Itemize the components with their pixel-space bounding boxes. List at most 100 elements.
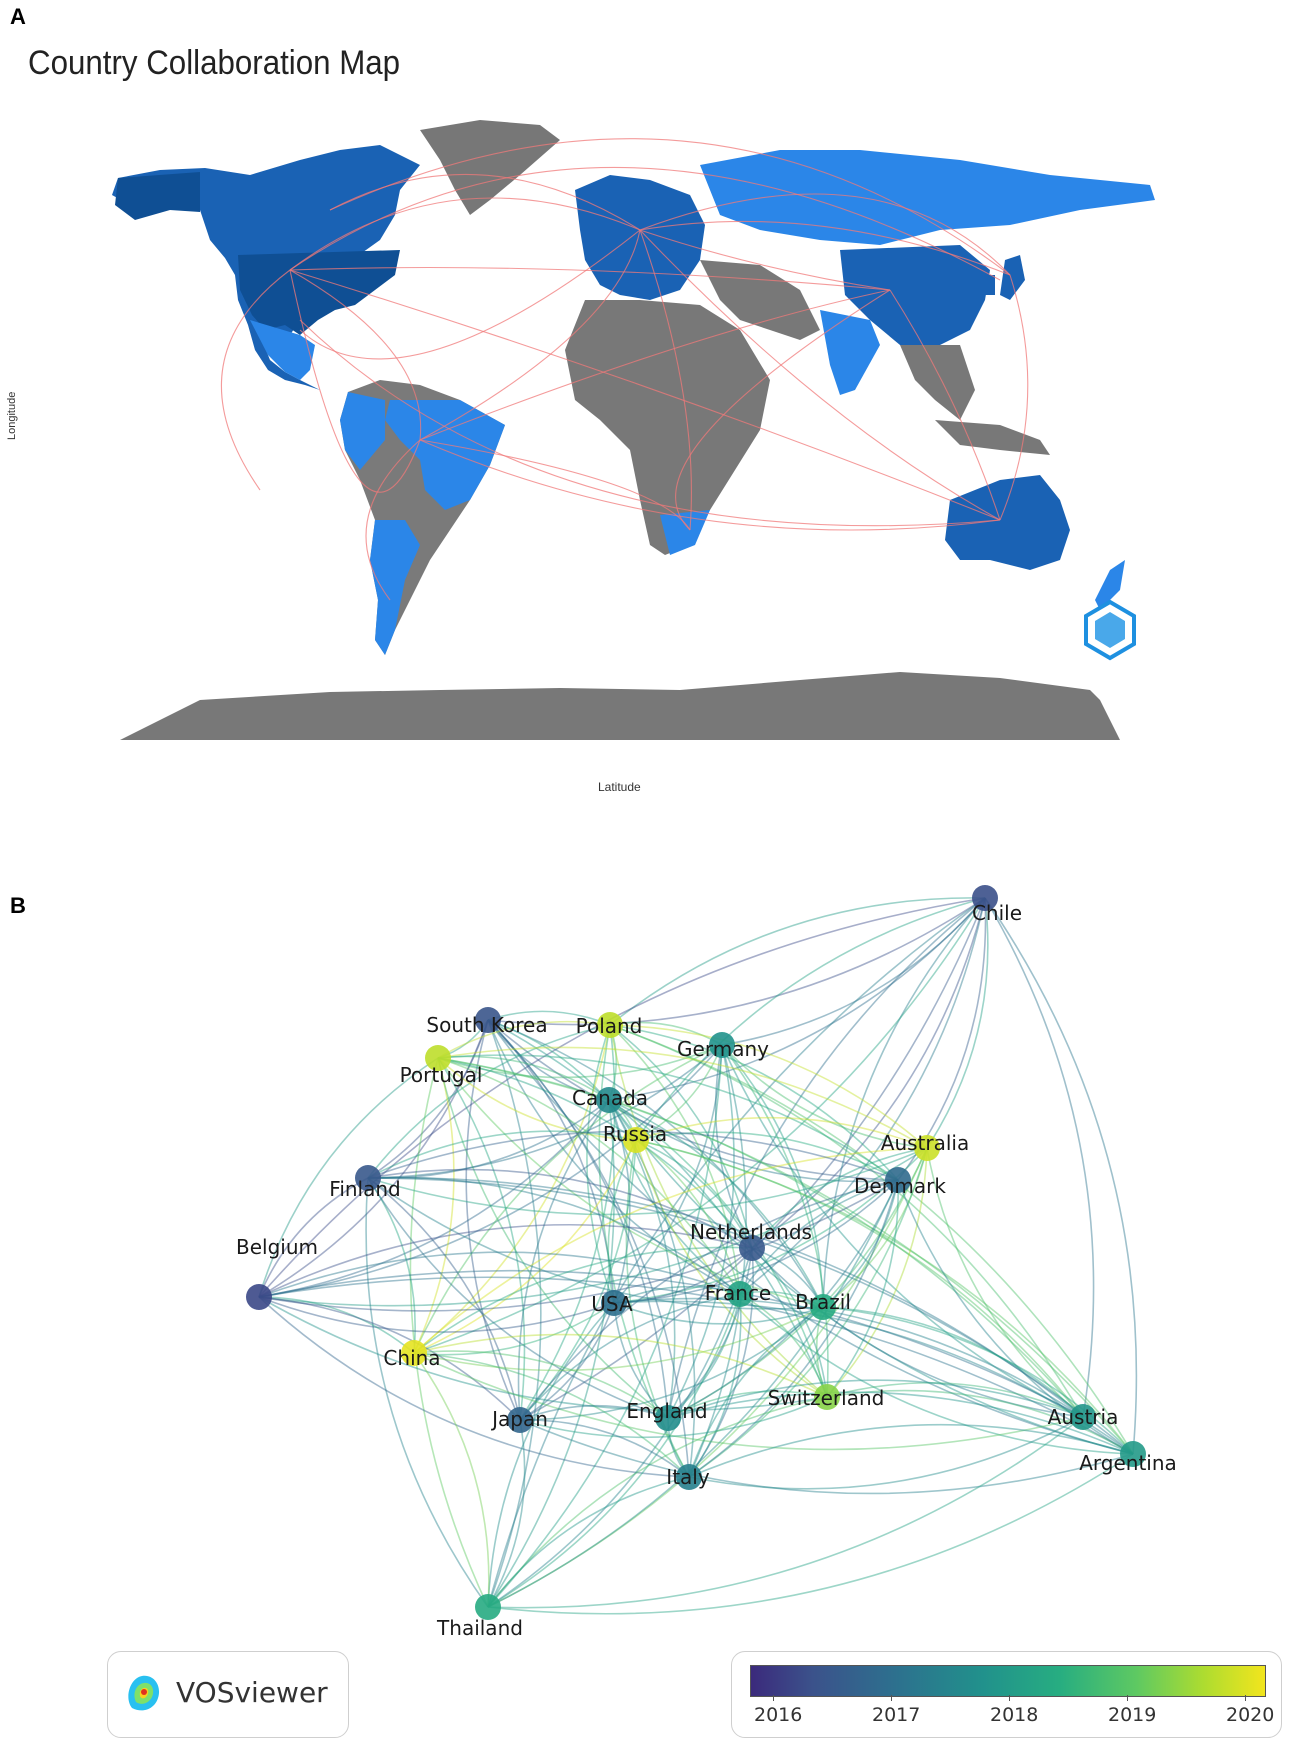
network-node[interactable]: [727, 1281, 753, 1307]
network-edge: [667, 1379, 1084, 1419]
network-edge: [487, 1019, 899, 1181]
node-label: USA: [591, 1292, 633, 1316]
network-edge: [609, 1024, 828, 1398]
network-edge: [487, 1302, 615, 1608]
network-edge: [258, 1177, 369, 1298]
network-edge: [635, 1139, 1134, 1455]
network-edge: [926, 1147, 1084, 1418]
network-edge: [607, 1139, 637, 1304]
network-edge: [926, 897, 989, 1149]
network-edge: [635, 1116, 928, 1149]
network-edge: [437, 1057, 526, 1421]
network-edge: [367, 1044, 723, 1179]
network-edge: [826, 1382, 1084, 1418]
network-node[interactable]: [601, 1290, 627, 1316]
network-edge: [367, 1019, 489, 1179]
map-y-axis-label: Longitude: [6, 391, 18, 440]
node-label: Poland: [576, 1014, 643, 1038]
node-label: Finland: [329, 1177, 400, 1201]
mexico: [250, 320, 315, 380]
network-edge: [519, 1404, 669, 1421]
network-node[interactable]: [655, 1405, 681, 1431]
network-edge: [487, 1019, 741, 1295]
network-edge: [609, 1024, 1084, 1418]
network-node[interactable]: [596, 1087, 622, 1113]
southeast-asia: [900, 345, 975, 420]
network-node[interactable]: [475, 1594, 501, 1620]
node-label: England: [626, 1399, 707, 1423]
network-node[interactable]: [475, 1007, 501, 1033]
network-node[interactable]: [810, 1294, 836, 1320]
network-edge: [586, 1024, 615, 1304]
network-edge: [437, 1054, 899, 1181]
network-edge: [487, 1179, 899, 1608]
world-map: [112, 120, 1155, 740]
network-node[interactable]: [739, 1235, 765, 1261]
network-edge: [519, 1293, 741, 1421]
network-node[interactable]: [507, 1407, 533, 1433]
network-edge: [409, 1057, 489, 1608]
network-edge: [609, 1024, 1134, 1455]
usa: [238, 250, 400, 335]
network-edge: [487, 1247, 753, 1608]
network-edges: [258, 897, 1138, 1615]
network-edge: [519, 1302, 615, 1421]
network-edge: [413, 1333, 828, 1398]
network-edge: [367, 1130, 637, 1179]
china: [840, 245, 990, 345]
network-node[interactable]: [914, 1135, 940, 1161]
network-edge: [826, 1147, 928, 1398]
network-edge: [437, 1057, 1084, 1418]
network-node[interactable]: [972, 885, 998, 911]
network-edge: [487, 1019, 610, 1101]
network-node[interactable]: [355, 1165, 381, 1191]
node-label: Canada: [572, 1086, 648, 1110]
network-node[interactable]: [709, 1032, 735, 1058]
network-edge: [667, 897, 986, 1419]
network-edge: [519, 1419, 1134, 1495]
network-node[interactable]: [623, 1127, 649, 1153]
network-nodes: [246, 885, 1146, 1620]
network-edge: [667, 1391, 1134, 1455]
network-edge: [437, 1057, 824, 1308]
network-edge: [609, 1024, 753, 1249]
network-edge: [413, 1246, 753, 1354]
network-edge: [608, 1099, 824, 1308]
network-edge: [739, 1293, 1134, 1455]
legend-tick-mark: [891, 1695, 892, 1701]
network-edge: [688, 1416, 1084, 1490]
indonesia: [935, 420, 1050, 455]
network-edge: [826, 1179, 899, 1398]
network-edge: [667, 1293, 741, 1419]
network-edge: [258, 1147, 928, 1307]
map-title: Country Collaboration Map: [28, 44, 401, 82]
network-node[interactable]: [246, 1284, 272, 1310]
network-edge: [413, 1044, 723, 1354]
network-edge: [751, 1247, 828, 1398]
south-africa: [660, 510, 710, 555]
network-node[interactable]: [597, 1012, 623, 1038]
network-edge: [487, 1010, 611, 1026]
network-edge: [487, 1019, 669, 1419]
network-node[interactable]: [425, 1045, 451, 1071]
legend-tick-mark: [773, 1695, 774, 1701]
node-label: Germany: [677, 1037, 769, 1061]
network-edge: [688, 1247, 754, 1478]
network-node[interactable]: [885, 1167, 911, 1193]
network-edge: [367, 1176, 741, 1295]
network-edge: [367, 1176, 1084, 1418]
node-label: Thailand: [436, 1616, 523, 1640]
legend-tick-mark: [1127, 1695, 1128, 1701]
network-edge: [487, 1416, 1084, 1609]
network-node[interactable]: [1070, 1404, 1096, 1430]
network-edge: [613, 1044, 723, 1304]
network-node[interactable]: [401, 1340, 427, 1366]
network-node[interactable]: [1120, 1441, 1146, 1467]
network-edge: [613, 1297, 1084, 1418]
node-label: Belgium: [236, 1235, 318, 1259]
network-node[interactable]: [676, 1464, 702, 1490]
network-edge: [487, 1419, 526, 1608]
network-node[interactable]: [814, 1384, 840, 1410]
network-edge: [751, 1147, 928, 1249]
network-edge: [688, 1423, 1134, 1478]
